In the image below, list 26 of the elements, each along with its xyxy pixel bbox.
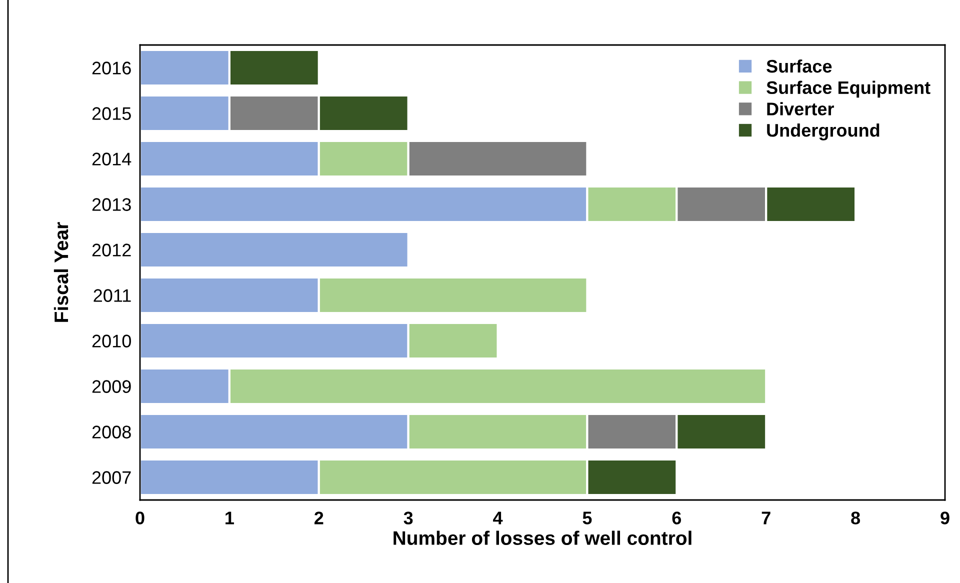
y-tick-label: 2015 bbox=[92, 107, 131, 120]
x-tick-label: 9 bbox=[940, 512, 950, 524]
y-tick-label: 2011 bbox=[94, 289, 131, 302]
x-tick-label: 3 bbox=[404, 512, 413, 524]
y-tick-label: 2007 bbox=[92, 471, 131, 484]
legend-label: Underground bbox=[767, 123, 880, 140]
legend-label: Diverter bbox=[767, 102, 834, 116]
legend-label: Surface bbox=[766, 59, 832, 73]
y-tick-label: 2012 bbox=[92, 244, 131, 256]
y-tick-label: 2016 bbox=[92, 62, 131, 74]
y-tick-label: 2010 bbox=[92, 334, 131, 348]
y-tick-label: 2008 bbox=[92, 426, 131, 438]
x-tick-label: 1 bbox=[226, 512, 234, 524]
x-tick-label: 5 bbox=[582, 512, 592, 524]
legend-label: Surface Equipment bbox=[766, 80, 930, 98]
y-axis-title: Fiscal Year bbox=[54, 222, 68, 322]
y-tick-label: 2013 bbox=[92, 198, 131, 211]
x-tick-label: 0 bbox=[136, 512, 144, 524]
x-tick-label: 7 bbox=[762, 512, 770, 524]
x-tick-label: 8 bbox=[851, 512, 860, 524]
x-tick-label: 6 bbox=[672, 512, 682, 524]
y-tick-label: 2014 bbox=[92, 152, 132, 166]
x-axis-title: Number of losses of well control bbox=[394, 530, 692, 546]
y-tick-label: 2009 bbox=[92, 380, 131, 393]
x-tick-label: 2 bbox=[314, 512, 324, 524]
x-tick-label: 4 bbox=[493, 512, 503, 524]
